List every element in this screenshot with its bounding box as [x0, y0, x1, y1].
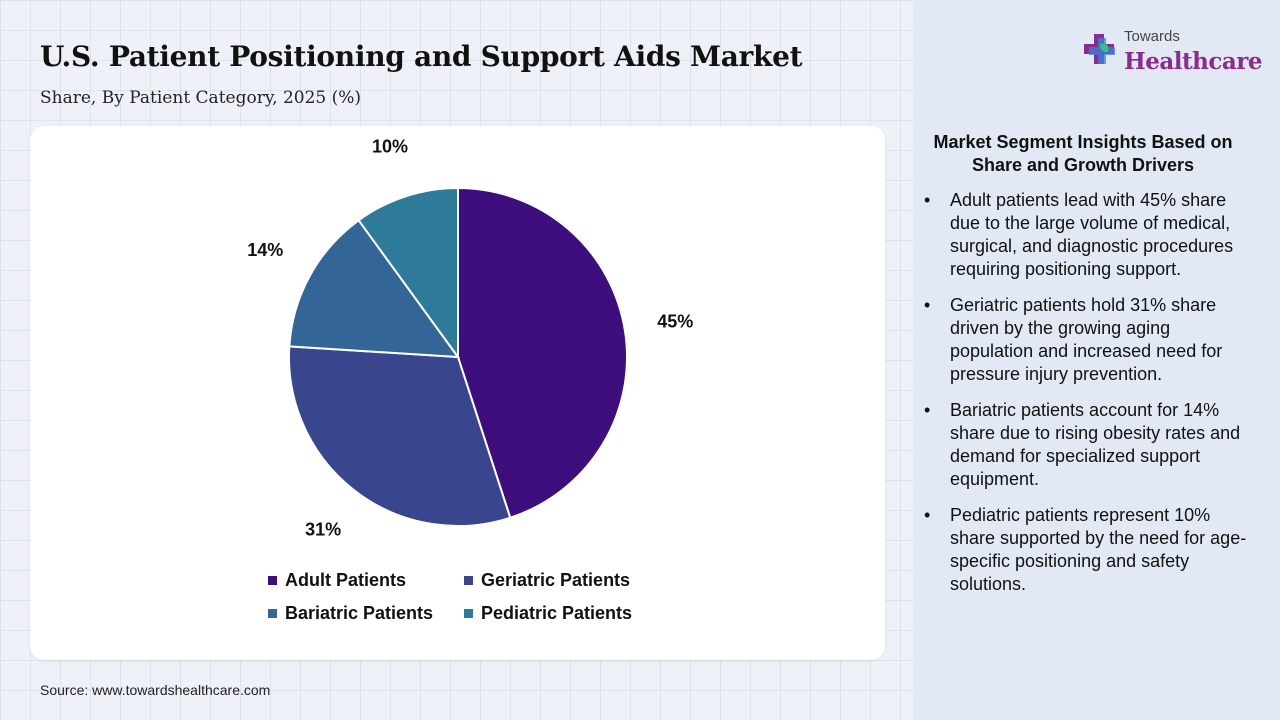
insight-item: • Geriatric patients hold 31% share driv…	[924, 294, 1254, 386]
legend-item-bariatric: Bariatric Patients	[268, 603, 464, 624]
insight-item: • Bariatric patients account for 14% sha…	[924, 399, 1254, 491]
legend-item-adult: Adult Patients	[268, 570, 464, 591]
insight-item: • Adult patients lead with 45% share due…	[924, 189, 1254, 281]
pie-chart: 45% 31% 14% 10%	[247, 137, 693, 540]
data-label: 45%	[657, 311, 693, 331]
page-title: U.S. Patient Positioning and Support Aid…	[40, 40, 803, 73]
legend-label: Pediatric Patients	[481, 603, 633, 623]
brand-logo: Towards Healthcare	[1080, 28, 1263, 78]
insight-item: • Pediatric patients represent 10% share…	[924, 504, 1254, 596]
legend-label: Geriatric Patients	[481, 570, 631, 590]
pie-slice-adult-patients	[457, 186, 629, 519]
legend-swatch	[464, 576, 473, 585]
bullet-icon: •	[924, 400, 931, 420]
legend-swatch	[268, 609, 277, 618]
data-label: 31%	[305, 520, 341, 540]
logo-big-text: Healthcare	[1124, 48, 1263, 75]
insights-panel	[913, 0, 1280, 720]
data-label: 10%	[372, 137, 408, 157]
chart-card: 45% 31% 14% 10% Adult Patients Geriatric Pa…	[30, 126, 885, 660]
legend-item-geriatric: Geriatric Patients	[464, 570, 664, 591]
insights-list: • Adult patients lead with 45% share due…	[924, 189, 1254, 609]
legend-label: Adult Patients	[285, 570, 407, 590]
medical-cross-icon	[1084, 34, 1115, 64]
pie-slice-geriatric-patients	[287, 345, 512, 528]
legend-item-pediatric: Pediatric Patients	[464, 603, 664, 624]
insight-text: Geriatric patients hold 31% share driven…	[950, 295, 1223, 384]
bullet-icon: •	[924, 295, 931, 315]
pie-slice-bariatric-patients	[288, 218, 461, 359]
logo-small-text: Towards	[1124, 28, 1180, 45]
bullet-icon: •	[924, 505, 931, 525]
legend-swatch	[268, 576, 277, 585]
bullet-icon: •	[924, 190, 931, 210]
insight-text: Pediatric patients represent 10% share s…	[950, 505, 1247, 594]
data-label: 14%	[247, 240, 283, 260]
insight-text: Adult patients lead with 45% share due t…	[950, 190, 1234, 279]
legend-label: Bariatric Patients	[285, 603, 434, 623]
insights-title: Market Segment Insights Based on Share a…	[933, 132, 1233, 175]
page-subtitle: Share, By Patient Category, 2025 (%)	[40, 88, 362, 108]
source-note: Source: www.towardshealthcare.com	[40, 682, 271, 698]
insight-text: Bariatric patients account for 14% share…	[950, 400, 1241, 489]
chart-legend: Adult Patients Geriatric Patients Bariat…	[268, 570, 688, 624]
legend-swatch	[464, 609, 473, 618]
pie-slice-pediatric-patients	[357, 186, 459, 361]
